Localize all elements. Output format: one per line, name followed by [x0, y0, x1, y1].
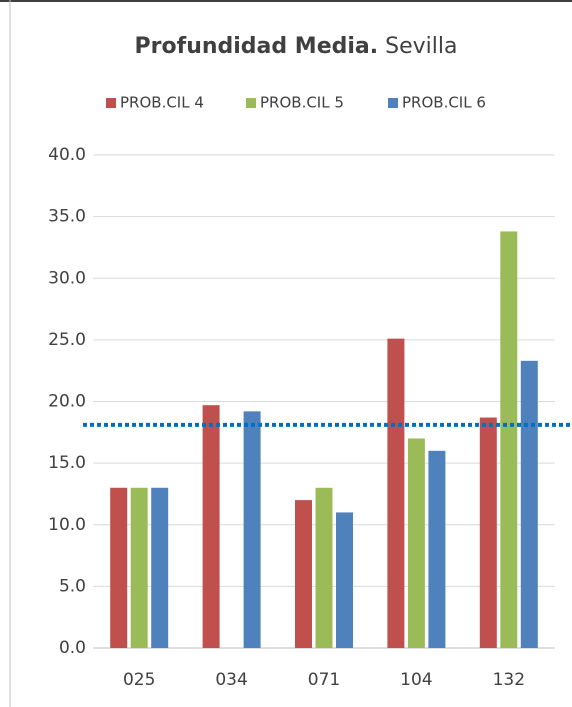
y-tick-label: 15.0	[48, 453, 86, 473]
title: Profundidad Media.	[135, 34, 379, 59]
bar	[407, 438, 425, 648]
x-tick-label: 104	[400, 670, 432, 690]
y-tick-label: 20.0	[48, 392, 86, 412]
x-tick-label: 071	[308, 670, 340, 690]
bar	[336, 512, 353, 648]
bar	[315, 487, 333, 648]
x-tick-label: 132	[493, 670, 525, 690]
bar	[500, 231, 518, 649]
bar	[130, 487, 148, 648]
bar	[243, 411, 261, 648]
y-tick-label: 0.0	[59, 638, 86, 658]
legend-swatch	[106, 98, 116, 108]
bar	[520, 360, 538, 648]
y-tick-label: 10.0	[48, 515, 86, 535]
bar	[295, 500, 312, 648]
legend-label: PROB.CIL 4	[120, 94, 204, 112]
y-tick-label: 30.0	[48, 268, 86, 288]
bar	[202, 405, 220, 648]
x-tick-label: 025	[123, 670, 155, 690]
legend-label: PROB.CIL 5	[260, 94, 344, 112]
legend-swatch	[246, 98, 256, 108]
bar	[110, 487, 128, 648]
y-tick-label: 35.0	[48, 207, 86, 227]
y-tick-label: 40.0	[48, 145, 86, 165]
y-tick-label: 25.0	[48, 330, 86, 350]
subtitle: Sevilla	[385, 34, 457, 59]
bar	[387, 338, 405, 648]
y-tick-label: 5.0	[59, 576, 86, 596]
legend-label: PROB.CIL 6	[402, 94, 486, 112]
x-tick-label: 034	[215, 670, 247, 690]
chart-title: Profundidad Media. Sevilla	[135, 34, 458, 59]
legend-swatch	[388, 98, 398, 108]
bar	[428, 450, 446, 648]
bar	[151, 487, 169, 648]
bar	[479, 417, 497, 648]
